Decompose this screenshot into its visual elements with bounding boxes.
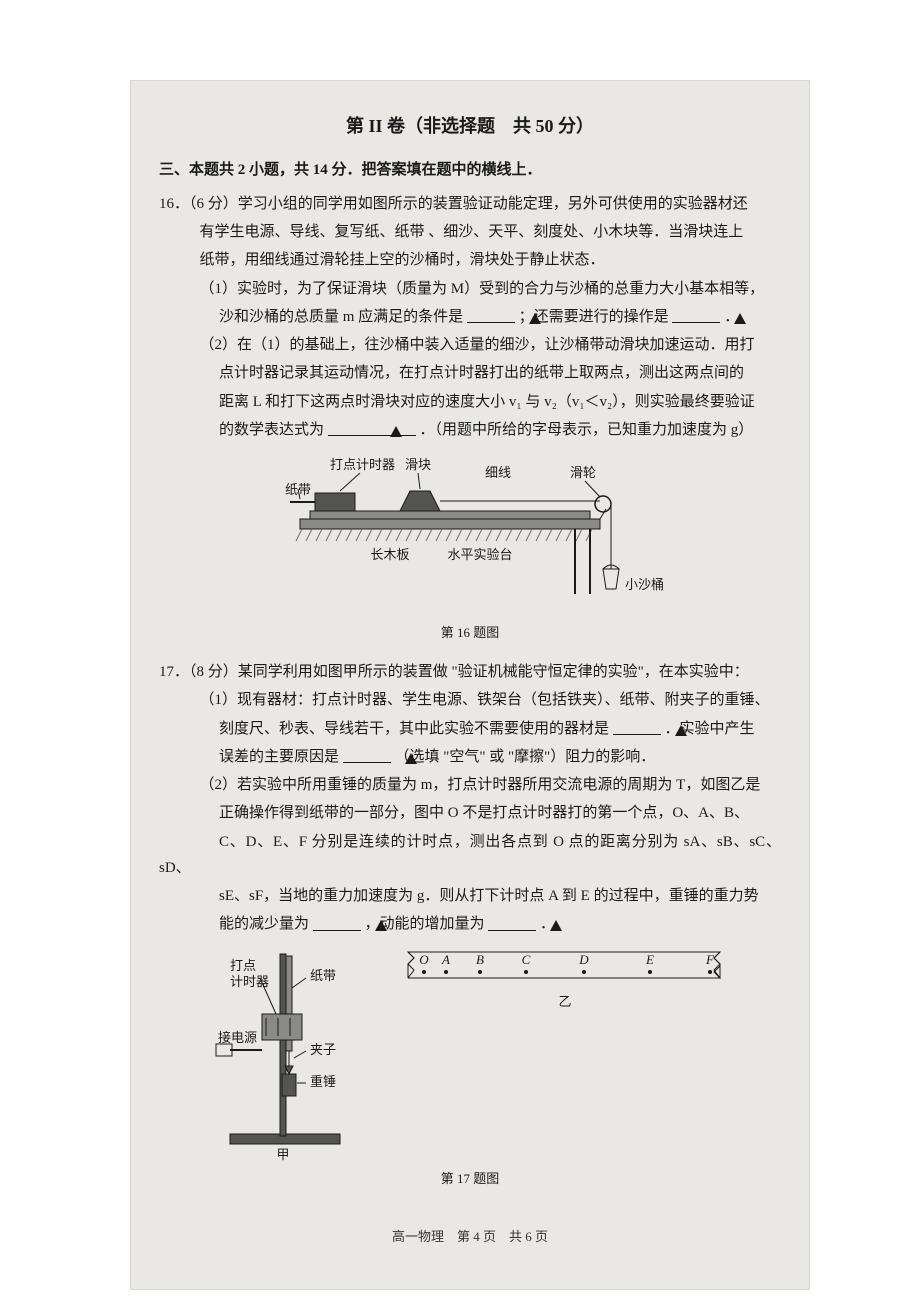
- q17-sub1a: （1）现有器材：打点计时器、学生电源、铁架台（包括铁夹）、纸带、附夹子的重锤、: [159, 687, 781, 713]
- svg-text:水平实验台: 水平实验台: [447, 547, 512, 562]
- part-title: 第 II 卷（非选择题 共 50 分）: [159, 111, 781, 143]
- q17-sub2d: sE、sF，当地的重力加速度为 g．则从打下计时点 A 到 E 的过程中，重锤的…: [159, 883, 781, 909]
- q17-sub2e-end: ．: [540, 916, 555, 932]
- svg-text:夹子: 夹子: [310, 1042, 336, 1057]
- svg-text:甲: 甲: [276, 1147, 289, 1162]
- blank-fill: [488, 913, 536, 931]
- q16-sub1b-mid: ；还需要进行的操作是: [519, 309, 669, 325]
- q16-sub1a: （1）实验时，为了保证滑块（质量为 M）受到的合力与沙桶的总重力大小基本相等，: [159, 276, 781, 302]
- svg-text:F: F: [705, 952, 715, 967]
- q16-sub2d-prefix: 的数学表达式为: [219, 422, 324, 438]
- q17-sub1c-prefix: 误差的主要原因是: [219, 749, 339, 765]
- q17-sub1b-prefix: 刻度尺、秒表、导线若干，其中此实验不需要使用的器材是: [219, 721, 609, 737]
- figure-16-svg: 打点计时器滑块细线滑轮纸带长木板水平实验台小沙桶: [270, 449, 670, 609]
- blank-fill: [613, 718, 661, 736]
- blank-fill: [672, 306, 720, 324]
- q16-sub2d-suffix: ．（用题中所给的字母表示，已知重力加速度为 g）: [420, 422, 754, 438]
- svg-text:E: E: [645, 952, 654, 967]
- figure-17-caption: 第 17 题图: [159, 1168, 781, 1191]
- q17-sub1c-mid: （选填 "空气" 或 "摩擦"）阻力的影响．: [395, 749, 656, 765]
- question-17: 17．（8 分）某同学利用如图甲所示的装置做 "验证机械能守恒定律的实验"，在本…: [159, 659, 781, 1190]
- svg-text:B: B: [476, 952, 484, 967]
- figure-17: 打点计时器 纸带夹子 接电源重锤甲 OA B C D E F 乙 第 17 题图: [159, 944, 781, 1191]
- q16-sub2b: 点计时器记录其运动情况，在打点计时器打出的纸带上取两点，测出这两点间的: [159, 360, 781, 386]
- section3-heading: 三、本题共 2 小题，共 14 分．把答案填在题中的横线上．: [159, 157, 781, 183]
- svg-text:A: A: [441, 952, 450, 967]
- q16-line1: 16．（6 分）学习小组的同学用如图所示的装置验证动能定理，另外可供使用的实验器…: [159, 191, 781, 217]
- q17-line1: 17．（8 分）某同学利用如图甲所示的装置做 "验证机械能守恒定律的实验"，在本…: [159, 659, 781, 685]
- q16-line3: 纸带，用细线通过滑轮挂上空的沙桶时，滑块处于静止状态．: [159, 247, 781, 273]
- q17-sub2b: 正确操作得到纸带的一部分，图中 O 不是打点计时器打的第一个点，O、A、B、: [159, 800, 781, 826]
- q17-sub2c: C、D、E、F 分别是连续的计时点，测出各点到 O 点的距离分别为 sA、sB、…: [159, 829, 781, 882]
- q16-sub2d: 的数学表达式为 ．（用题中所给的字母表示，已知重力加速度为 g）: [159, 417, 781, 443]
- svg-text:滑轮: 滑轮: [570, 465, 596, 480]
- q16-sub1b-prefix: 沙和沙桶的总质量 m 应满足的条件是: [219, 309, 463, 325]
- svg-text:接电源: 接电源: [218, 1030, 257, 1045]
- blank-fill: [328, 419, 416, 437]
- q16-line2: 有学生电源、导线、复写纸、纸带 、细沙、天平、刻度处、小木块等．当滑块连上: [159, 219, 781, 245]
- svg-text:滑块: 滑块: [405, 457, 431, 472]
- q17-sub1c: 误差的主要原因是 （选填 "空气" 或 "摩擦"）阻力的影响．: [159, 744, 781, 770]
- q17-sub2e: 能的减少量为 ，动能的增加量为 ．: [159, 911, 781, 937]
- svg-text:打点计时器: 打点计时器: [330, 457, 395, 472]
- triangle-icon: [390, 426, 402, 437]
- svg-text:O: O: [419, 952, 429, 967]
- q17-sub1b: 刻度尺、秒表、导线若干，其中此实验不需要使用的器材是 ．实验中产生: [159, 716, 781, 742]
- q17-sub2a: （2）若实验中所用重锤的质量为 m，打点计时器所用交流电源的周期为 T，如图乙是: [159, 772, 781, 798]
- figure-16: 打点计时器滑块细线滑轮纸带长木板水平实验台小沙桶 第 16 题图: [159, 449, 781, 645]
- blank-fill: [467, 306, 515, 324]
- q16-sub1b-end: ．: [724, 309, 739, 325]
- q16-sub1b: 沙和沙桶的总质量 m 应满足的条件是 ；还需要进行的操作是 ．: [159, 304, 781, 330]
- svg-text:长木板: 长木板: [370, 547, 409, 562]
- svg-text:乙: 乙: [558, 994, 571, 1009]
- svg-text:计时器: 计时器: [230, 974, 269, 989]
- page-footer: 高一物理 第 4 页 共 6 页: [159, 1226, 781, 1249]
- q17-sub2e-prefix: 能的减少量为: [219, 916, 309, 932]
- figure-16-caption: 第 16 题图: [159, 622, 781, 645]
- svg-text:D: D: [578, 952, 589, 967]
- figure-17a-svg: 打点计时器 纸带夹子 接电源重锤甲: [210, 944, 380, 1164]
- q16-sub2a: （2）在（1）的基础上，往沙桶中装入适量的细沙，让沙桶带动滑块加速运动．用打: [159, 332, 781, 358]
- svg-text:打点: 打点: [230, 958, 256, 973]
- svg-text:纸带: 纸带: [310, 968, 336, 983]
- figure-17b-svg: OA B C D E F 乙: [400, 944, 730, 1034]
- svg-text:重锤: 重锤: [310, 1074, 336, 1089]
- blank-fill: [313, 913, 361, 931]
- svg-text:细线: 细线: [485, 465, 511, 480]
- blank-fill: [343, 746, 391, 764]
- svg-text:C: C: [522, 952, 531, 967]
- q16-sub2c: 距离 L 和打下这两点时滑块对应的速度大小 v₁ 与 v₂（v₁＜v₂），则实验…: [159, 389, 781, 415]
- q17-sub2e-mid: ，动能的增加量为: [365, 916, 485, 932]
- question-16: 16．（6 分）学习小组的同学用如图所示的装置验证动能定理，另外可供使用的实验器…: [159, 191, 781, 645]
- svg-text:小沙桶: 小沙桶: [625, 577, 664, 592]
- q17-sub1b-suffix: ．实验中产生: [665, 721, 755, 737]
